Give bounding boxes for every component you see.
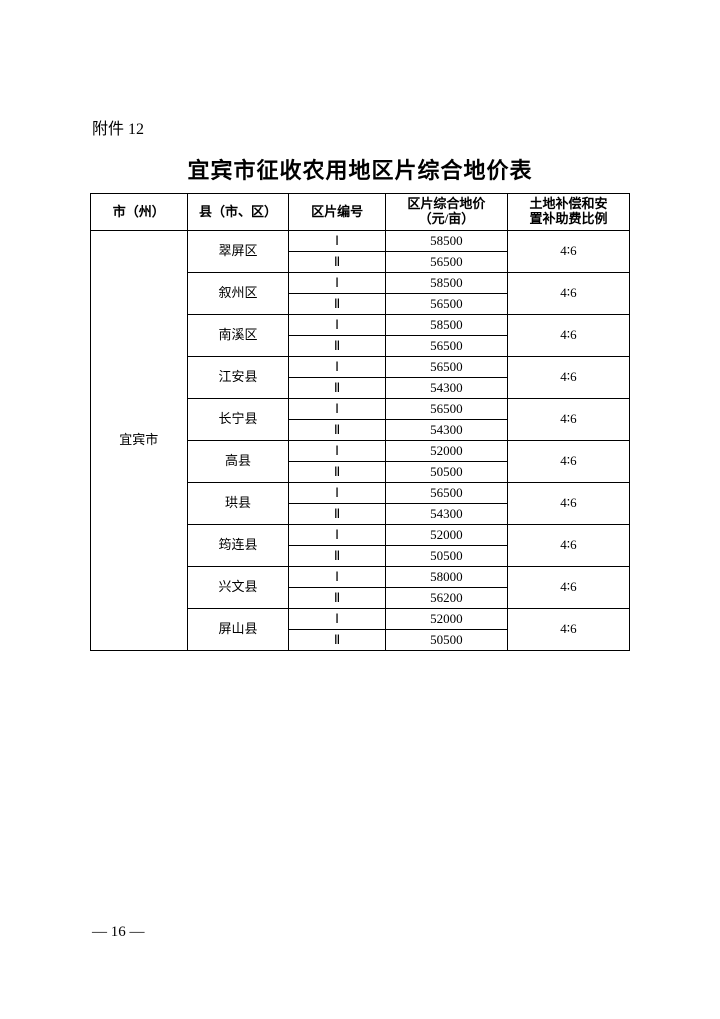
ratio-cell: 4∶6: [507, 567, 629, 609]
header-zone: 区片编号: [289, 194, 386, 231]
price-cell: 56200: [385, 588, 507, 609]
price-cell: 56500: [385, 336, 507, 357]
price-cell: 58500: [385, 231, 507, 252]
ratio-cell: 4∶6: [507, 399, 629, 441]
zone-cell: Ⅱ: [289, 378, 386, 399]
zone-cell: Ⅰ: [289, 609, 386, 630]
price-cell: 52000: [385, 609, 507, 630]
ratio-cell: 4∶6: [507, 357, 629, 399]
zone-cell: Ⅰ: [289, 231, 386, 252]
header-city: 市（州）: [91, 194, 188, 231]
zone-cell: Ⅱ: [289, 588, 386, 609]
zone-cell: Ⅱ: [289, 252, 386, 273]
price-table: 市（州） 县（市、区） 区片编号 区片综合地价（元/亩） 土地补偿和安置补助费比…: [90, 193, 630, 651]
header-price: 区片综合地价（元/亩）: [385, 194, 507, 231]
price-cell: 56500: [385, 252, 507, 273]
zone-cell: Ⅱ: [289, 546, 386, 567]
zone-cell: Ⅱ: [289, 504, 386, 525]
page-title: 宜宾市征收农用地区片综合地价表: [90, 153, 630, 185]
price-cell: 58500: [385, 315, 507, 336]
ratio-cell: 4∶6: [507, 231, 629, 273]
county-cell: 筠连县: [187, 525, 289, 567]
zone-cell: Ⅰ: [289, 273, 386, 294]
zone-cell: Ⅱ: [289, 630, 386, 651]
zone-cell: Ⅱ: [289, 462, 386, 483]
zone-cell: Ⅱ: [289, 336, 386, 357]
price-cell: 54300: [385, 504, 507, 525]
ratio-cell: 4∶6: [507, 273, 629, 315]
city-cell: 宜宾市: [91, 231, 188, 651]
price-cell: 56500: [385, 294, 507, 315]
price-cell: 56500: [385, 357, 507, 378]
county-cell: 高县: [187, 441, 289, 483]
county-cell: 南溪区: [187, 315, 289, 357]
ratio-cell: 4∶6: [507, 483, 629, 525]
ratio-cell: 4∶6: [507, 441, 629, 483]
price-cell: 50500: [385, 462, 507, 483]
header-ratio: 土地补偿和安置补助费比例: [507, 194, 629, 231]
zone-cell: Ⅰ: [289, 567, 386, 588]
zone-cell: Ⅱ: [289, 420, 386, 441]
header-county: 县（市、区）: [187, 194, 289, 231]
table-row: 宜宾市翠屏区Ⅰ585004∶6: [91, 231, 630, 252]
county-cell: 江安县: [187, 357, 289, 399]
ratio-cell: 4∶6: [507, 525, 629, 567]
zone-cell: Ⅰ: [289, 441, 386, 462]
zone-cell: Ⅰ: [289, 525, 386, 546]
table-header: 市（州） 县（市、区） 区片编号 区片综合地价（元/亩） 土地补偿和安置补助费比…: [91, 194, 630, 231]
ratio-cell: 4∶6: [507, 315, 629, 357]
price-cell: 52000: [385, 525, 507, 546]
zone-cell: Ⅰ: [289, 315, 386, 336]
attachment-label: 附件 12: [92, 115, 630, 139]
price-cell: 58500: [385, 273, 507, 294]
zone-cell: Ⅰ: [289, 357, 386, 378]
county-cell: 叙州区: [187, 273, 289, 315]
page-number: — 16 —: [92, 924, 145, 941]
county-cell: 翠屏区: [187, 231, 289, 273]
county-cell: 珙县: [187, 483, 289, 525]
price-cell: 56500: [385, 483, 507, 504]
county-cell: 兴文县: [187, 567, 289, 609]
price-cell: 54300: [385, 420, 507, 441]
price-cell: 50500: [385, 546, 507, 567]
county-cell: 长宁县: [187, 399, 289, 441]
price-cell: 52000: [385, 441, 507, 462]
table-body: 宜宾市翠屏区Ⅰ585004∶6Ⅱ56500叙州区Ⅰ585004∶6Ⅱ56500南…: [91, 231, 630, 651]
zone-cell: Ⅱ: [289, 294, 386, 315]
price-cell: 54300: [385, 378, 507, 399]
zone-cell: Ⅰ: [289, 483, 386, 504]
price-cell: 56500: [385, 399, 507, 420]
page: 附件 12 宜宾市征收农用地区片综合地价表 市（州） 县（市、区） 区片编号 区…: [0, 0, 720, 1019]
price-cell: 50500: [385, 630, 507, 651]
zone-cell: Ⅰ: [289, 399, 386, 420]
county-cell: 屏山县: [187, 609, 289, 651]
price-cell: 58000: [385, 567, 507, 588]
ratio-cell: 4∶6: [507, 609, 629, 651]
